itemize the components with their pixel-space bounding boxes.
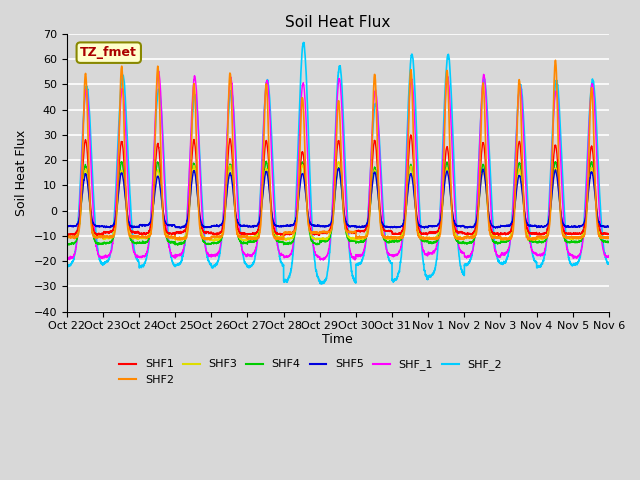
Text: TZ_fmet: TZ_fmet <box>81 46 137 59</box>
X-axis label: Time: Time <box>323 333 353 346</box>
Y-axis label: Soil Heat Flux: Soil Heat Flux <box>15 130 28 216</box>
Title: Soil Heat Flux: Soil Heat Flux <box>285 15 390 30</box>
Legend: SHF1, SHF2, SHF3, SHF4, SHF5, SHF_1, SHF_2: SHF1, SHF2, SHF3, SHF4, SHF5, SHF_1, SHF… <box>115 355 506 389</box>
